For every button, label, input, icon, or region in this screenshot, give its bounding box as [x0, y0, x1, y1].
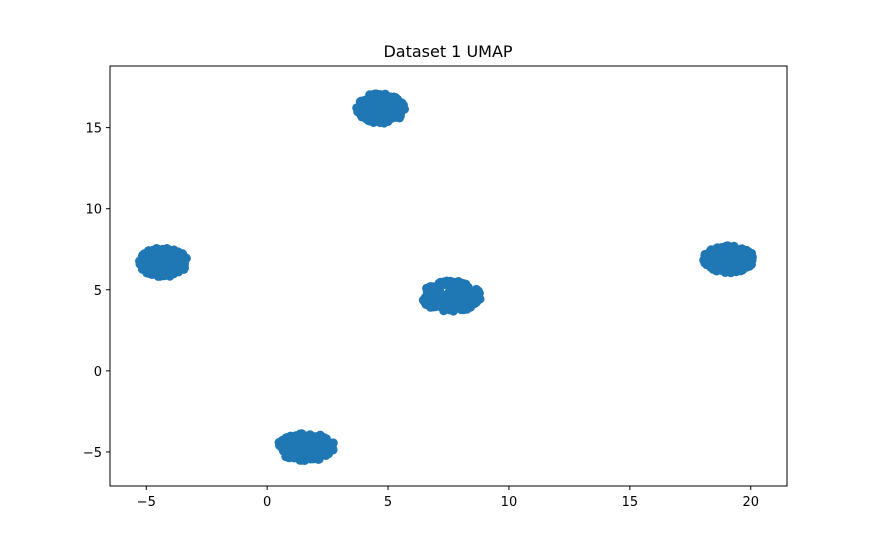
scatter-point — [746, 258, 756, 268]
scatter-point — [397, 100, 406, 110]
scatter-point — [427, 301, 437, 311]
x-tick-label: 20 — [742, 495, 759, 510]
x-tick-label: −5 — [137, 495, 156, 510]
scatter-point — [472, 293, 482, 303]
scatter-point — [292, 446, 302, 456]
x-axis-ticks: −5 0 5 10 15 20 — [137, 486, 759, 510]
scatter-point — [738, 265, 748, 275]
scatter-point — [456, 300, 466, 310]
scatter-point — [386, 114, 396, 124]
scatter-point — [356, 99, 366, 109]
scatter-point — [430, 284, 440, 294]
scatter-point — [328, 438, 338, 448]
scatter-point — [311, 440, 321, 450]
scatter-point — [137, 263, 147, 272]
scatter-point — [166, 267, 176, 277]
scatter-point — [152, 266, 161, 276]
scatter-point — [418, 295, 428, 305]
scatter-point — [744, 247, 754, 257]
scatter-point — [379, 118, 389, 128]
scatter-point — [449, 306, 458, 316]
scatter-point — [319, 433, 329, 443]
y-tick-label: 10 — [85, 203, 102, 218]
scatter-point — [297, 455, 307, 465]
scatter-point — [380, 97, 390, 107]
scatter-point — [364, 98, 374, 108]
scatter-point — [146, 251, 156, 261]
scatter-point — [364, 110, 374, 119]
scatter-point — [725, 262, 735, 272]
scatter-point — [712, 266, 722, 276]
y-tick-label: 5 — [94, 284, 102, 299]
scatter-point — [710, 256, 720, 266]
scatter-point — [161, 245, 171, 254]
scatter-point — [179, 264, 189, 274]
scatter-point — [375, 105, 384, 115]
x-tick-label: 10 — [501, 495, 518, 510]
scatter-point — [276, 441, 286, 451]
scatter-point — [288, 436, 298, 446]
y-axis-ticks: −5 0 5 10 15 — [83, 122, 110, 461]
x-tick-label: 5 — [384, 495, 392, 510]
scatter-points — [135, 89, 757, 465]
scatter-point — [289, 453, 299, 463]
scatter-point — [169, 249, 179, 259]
y-tick-label: 0 — [94, 365, 102, 380]
scatter-point — [473, 286, 483, 296]
scatter-point — [308, 449, 317, 459]
scatter-point — [464, 292, 474, 302]
scatter-point — [457, 282, 467, 292]
scatter-point — [389, 96, 399, 106]
scatter-point — [441, 300, 451, 310]
scatter-point — [724, 249, 734, 259]
scatter-point — [373, 97, 383, 107]
scatter-point — [396, 109, 405, 119]
y-tick-label: −5 — [83, 446, 102, 461]
scatter-point — [717, 244, 727, 254]
scatter-point — [300, 431, 310, 441]
x-tick-label: 0 — [263, 495, 271, 510]
scatter-point — [321, 451, 331, 460]
x-tick-label: 15 — [622, 495, 639, 510]
plot-frame — [109, 65, 788, 487]
scatter-point — [284, 444, 294, 454]
scatter-point — [371, 90, 380, 100]
y-tick-label: 15 — [85, 122, 102, 137]
scatter-point — [436, 277, 445, 287]
scatter-point — [154, 258, 164, 268]
chart-title: Dataset 1 UMAP — [383, 42, 512, 61]
